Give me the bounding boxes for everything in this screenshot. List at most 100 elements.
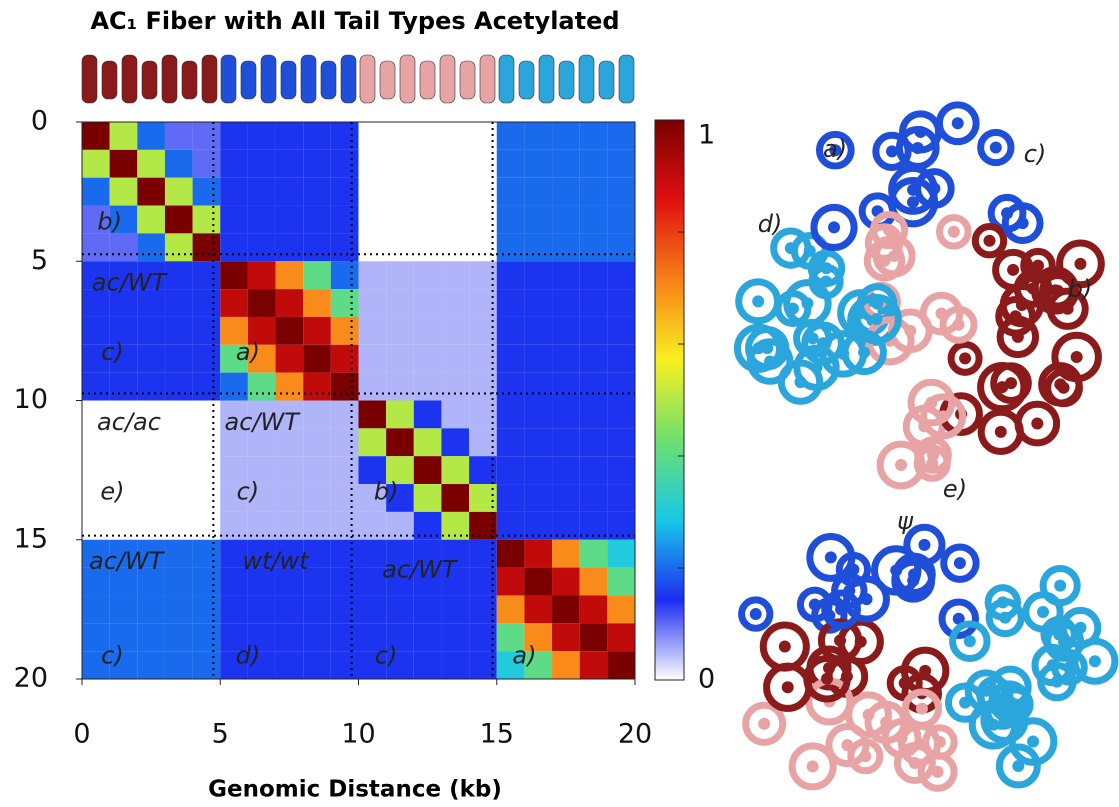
heatmap-cell <box>303 595 331 624</box>
heatmap-cell <box>524 567 553 596</box>
nucleosome-core <box>828 221 841 234</box>
heatmap-cell <box>358 261 387 290</box>
heatmap-cell <box>441 651 470 679</box>
heatmap-cell <box>137 372 165 401</box>
nucleosome <box>922 724 958 760</box>
heatmap-cell <box>192 149 221 178</box>
heatmap-cell <box>275 484 304 512</box>
nucleosome <box>770 227 812 269</box>
heatmap-cell <box>386 428 414 457</box>
heatmap-cell <box>164 316 193 345</box>
fiber-segment <box>359 54 376 104</box>
heatmap-cell <box>607 372 635 401</box>
heatmap-cell <box>192 122 221 150</box>
heatmap-cell <box>164 456 193 485</box>
nucleosome-core <box>1074 257 1087 270</box>
heatmap-cell <box>330 261 359 290</box>
nucleosome-core <box>908 756 921 769</box>
x-tick-label: 15 <box>480 719 514 750</box>
heatmap-cell <box>164 289 193 317</box>
nucleosome-core <box>963 635 976 648</box>
nucleosome <box>847 738 884 775</box>
heatmap-cell <box>247 205 276 234</box>
heatmap-cell <box>386 511 414 540</box>
heatmap-cell <box>524 122 553 150</box>
nucleosome <box>1071 637 1119 685</box>
heatmap-cell <box>164 539 193 568</box>
nucleosome <box>864 700 908 745</box>
heatmap-cell <box>303 567 331 596</box>
heatmap-cell <box>469 233 497 262</box>
heatmap-cell <box>386 205 414 234</box>
nucleosome-core <box>824 551 837 564</box>
heatmap-cell <box>220 289 248 317</box>
heatmap-cell <box>137 289 165 317</box>
nucleosome-core <box>821 672 834 685</box>
heatmap-cell <box>247 623 276 652</box>
heatmap-cell <box>524 651 553 679</box>
heatmap-cell <box>247 400 276 429</box>
heatmap-cell <box>275 567 304 596</box>
heatmap-cell <box>247 177 276 206</box>
nucleosome <box>746 338 794 385</box>
heatmap-cell <box>330 428 359 457</box>
heatmap-cell <box>164 400 193 429</box>
heatmap-cell <box>220 205 248 234</box>
nucleosome-core <box>1011 330 1024 343</box>
heatmap-cell <box>441 177 470 206</box>
heatmap-cell <box>164 261 193 290</box>
heatmap-cell <box>552 567 580 596</box>
nucleosome-core <box>870 313 883 326</box>
heatmap-cell <box>137 261 165 290</box>
heatmap-cell <box>109 233 138 262</box>
heatmap-cell <box>164 623 193 652</box>
heatmap-cell <box>358 205 387 234</box>
nucleosome-core <box>996 705 1009 718</box>
heatmap-cell <box>579 623 608 652</box>
nucleosome <box>1014 400 1061 447</box>
heatmap-cell <box>386 484 414 512</box>
heatmap-cell <box>413 484 442 512</box>
heatmap-cell <box>386 177 414 206</box>
heatmap-cell <box>524 289 553 317</box>
heatmap-cell <box>275 149 304 178</box>
y-tick-label: 5 <box>31 245 48 276</box>
heatmap-cell <box>469 428 497 457</box>
fiber-segment <box>220 54 237 104</box>
heatmap-cell <box>247 372 276 401</box>
heatmap-cell <box>386 456 414 485</box>
heatmap-cell <box>275 623 304 652</box>
heatmap-cell <box>109 122 138 150</box>
structure-label: ψ <box>897 507 914 535</box>
heatmap-cell <box>607 400 635 429</box>
heatmap-cell <box>275 400 304 429</box>
heatmap-cell <box>164 372 193 401</box>
heatmap-cell <box>607 539 635 568</box>
nucleosome <box>1040 615 1078 654</box>
heatmap-cell <box>552 595 580 624</box>
heatmap-cell <box>441 205 470 234</box>
heatmap-cell <box>303 233 331 262</box>
region-annotation: b) <box>374 477 399 505</box>
heatmap-cell <box>579 177 608 206</box>
nucleosome-core <box>878 254 891 267</box>
heatmap-cell <box>413 623 442 652</box>
nucleosome-core <box>953 557 966 570</box>
heatmap-cell <box>137 484 165 512</box>
heatmap-cell <box>607 428 635 457</box>
heatmap-cell <box>275 651 304 679</box>
heatmap-cell <box>220 400 248 429</box>
heatmap-cell <box>303 149 331 178</box>
heatmap-cell <box>607 316 635 345</box>
region-annotation: ac/WT <box>92 269 169 297</box>
heatmap-cell <box>413 177 442 206</box>
heatmap-cell <box>220 261 248 290</box>
nucleosome <box>801 321 845 366</box>
nucleosome-core <box>784 242 797 255</box>
heatmap-cell <box>579 400 608 429</box>
heatmap-cell <box>109 539 138 568</box>
heatmap-cell <box>82 539 110 568</box>
heatmap-cell <box>109 261 138 290</box>
heatmap-cell <box>82 567 110 596</box>
y-tick-label: 0 <box>31 106 48 137</box>
